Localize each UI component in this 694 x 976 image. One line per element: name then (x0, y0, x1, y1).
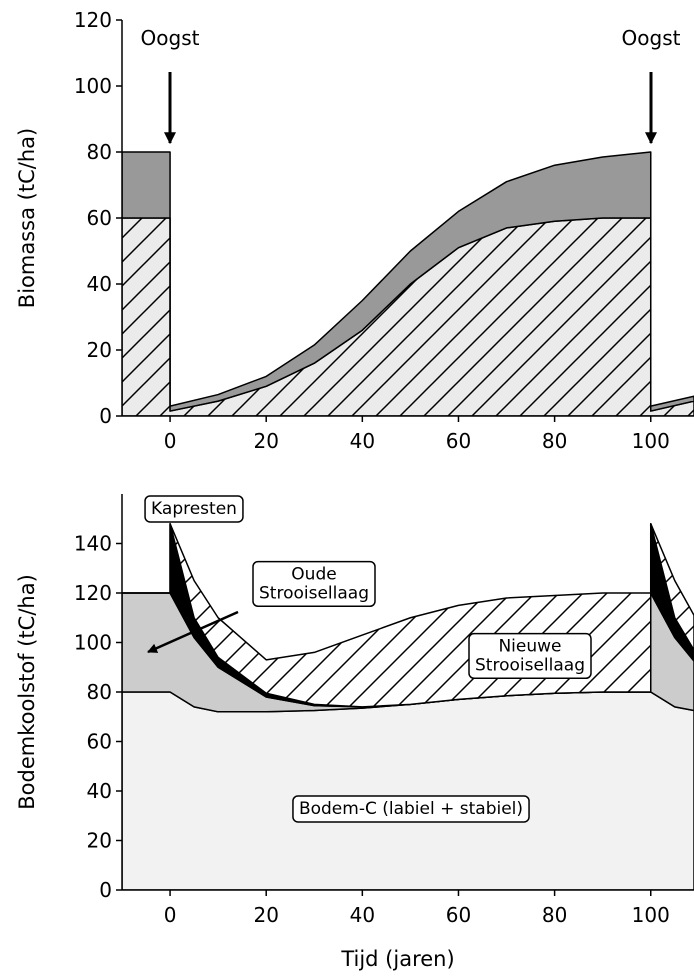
y-tick-label: 40 (87, 272, 112, 296)
annotation-frame (468, 632, 592, 680)
y-tick-label: 60 (87, 206, 112, 230)
x-axis-label: Tijd (jaren) (340, 947, 454, 971)
annotation-frame (252, 560, 376, 608)
annotation: Oogst (141, 26, 200, 50)
annotation-frame (144, 495, 244, 523)
x-tick-label: 0 (164, 903, 177, 927)
annotation-text: Strooisellaag (259, 583, 369, 603)
y-tick-label: 140 (74, 532, 112, 556)
area-series (122, 691, 694, 890)
y-axis-label: Biomassa (tC/ha) (15, 128, 39, 308)
annotation-text: Oude (291, 565, 336, 585)
x-tick-label: 60 (446, 429, 471, 453)
y-tick-label: 0 (99, 404, 112, 428)
area-series (122, 217, 694, 416)
y-tick-label: 40 (87, 779, 112, 803)
annotation-box: Kapresten (144, 495, 244, 523)
y-tick-label: 100 (74, 631, 112, 655)
x-tick-label: 20 (253, 903, 278, 927)
plot-area (122, 151, 694, 416)
annotation-text: Strooisellaag (475, 655, 585, 675)
y-tick-label: 120 (74, 8, 112, 32)
x-tick-label: 80 (542, 429, 567, 453)
y-tick-label: 100 (74, 74, 112, 98)
x-tick-label: 80 (542, 903, 567, 927)
x-tick-label: 40 (350, 903, 375, 927)
x-tick-label: 40 (350, 429, 375, 453)
x-tick-label: 20 (253, 429, 278, 453)
annotation-box: Bodem-C (labiel + stabiel) (292, 795, 530, 823)
y-axis-label: Bodemkoolstof (tC/ha) (15, 574, 39, 810)
annotation-arrow (147, 610, 239, 654)
annotation-text: Nieuwe (498, 637, 561, 657)
annotation-text: Kapresten (151, 499, 237, 519)
annotation-text: Bodem-C (labiel + stabiel) (299, 799, 523, 819)
y-tick-label: 80 (87, 680, 112, 704)
y-tick-label: 120 (74, 581, 112, 605)
x-tick-label: 60 (446, 903, 471, 927)
y-tick-label: 20 (87, 338, 112, 362)
y-tick-label: 60 (87, 730, 112, 754)
plot-area (122, 522, 694, 890)
y-tick-label: 20 (87, 829, 112, 853)
x-tick-label: 100 (632, 903, 670, 927)
y-tick-label: 80 (87, 140, 112, 164)
annotation: Oogst (622, 26, 681, 50)
annotation-frame (292, 795, 530, 823)
area-series (122, 151, 694, 412)
x-tick-label: 0 (164, 429, 177, 453)
y-tick-label: 0 (99, 878, 112, 902)
x-tick-label: 100 (632, 429, 670, 453)
